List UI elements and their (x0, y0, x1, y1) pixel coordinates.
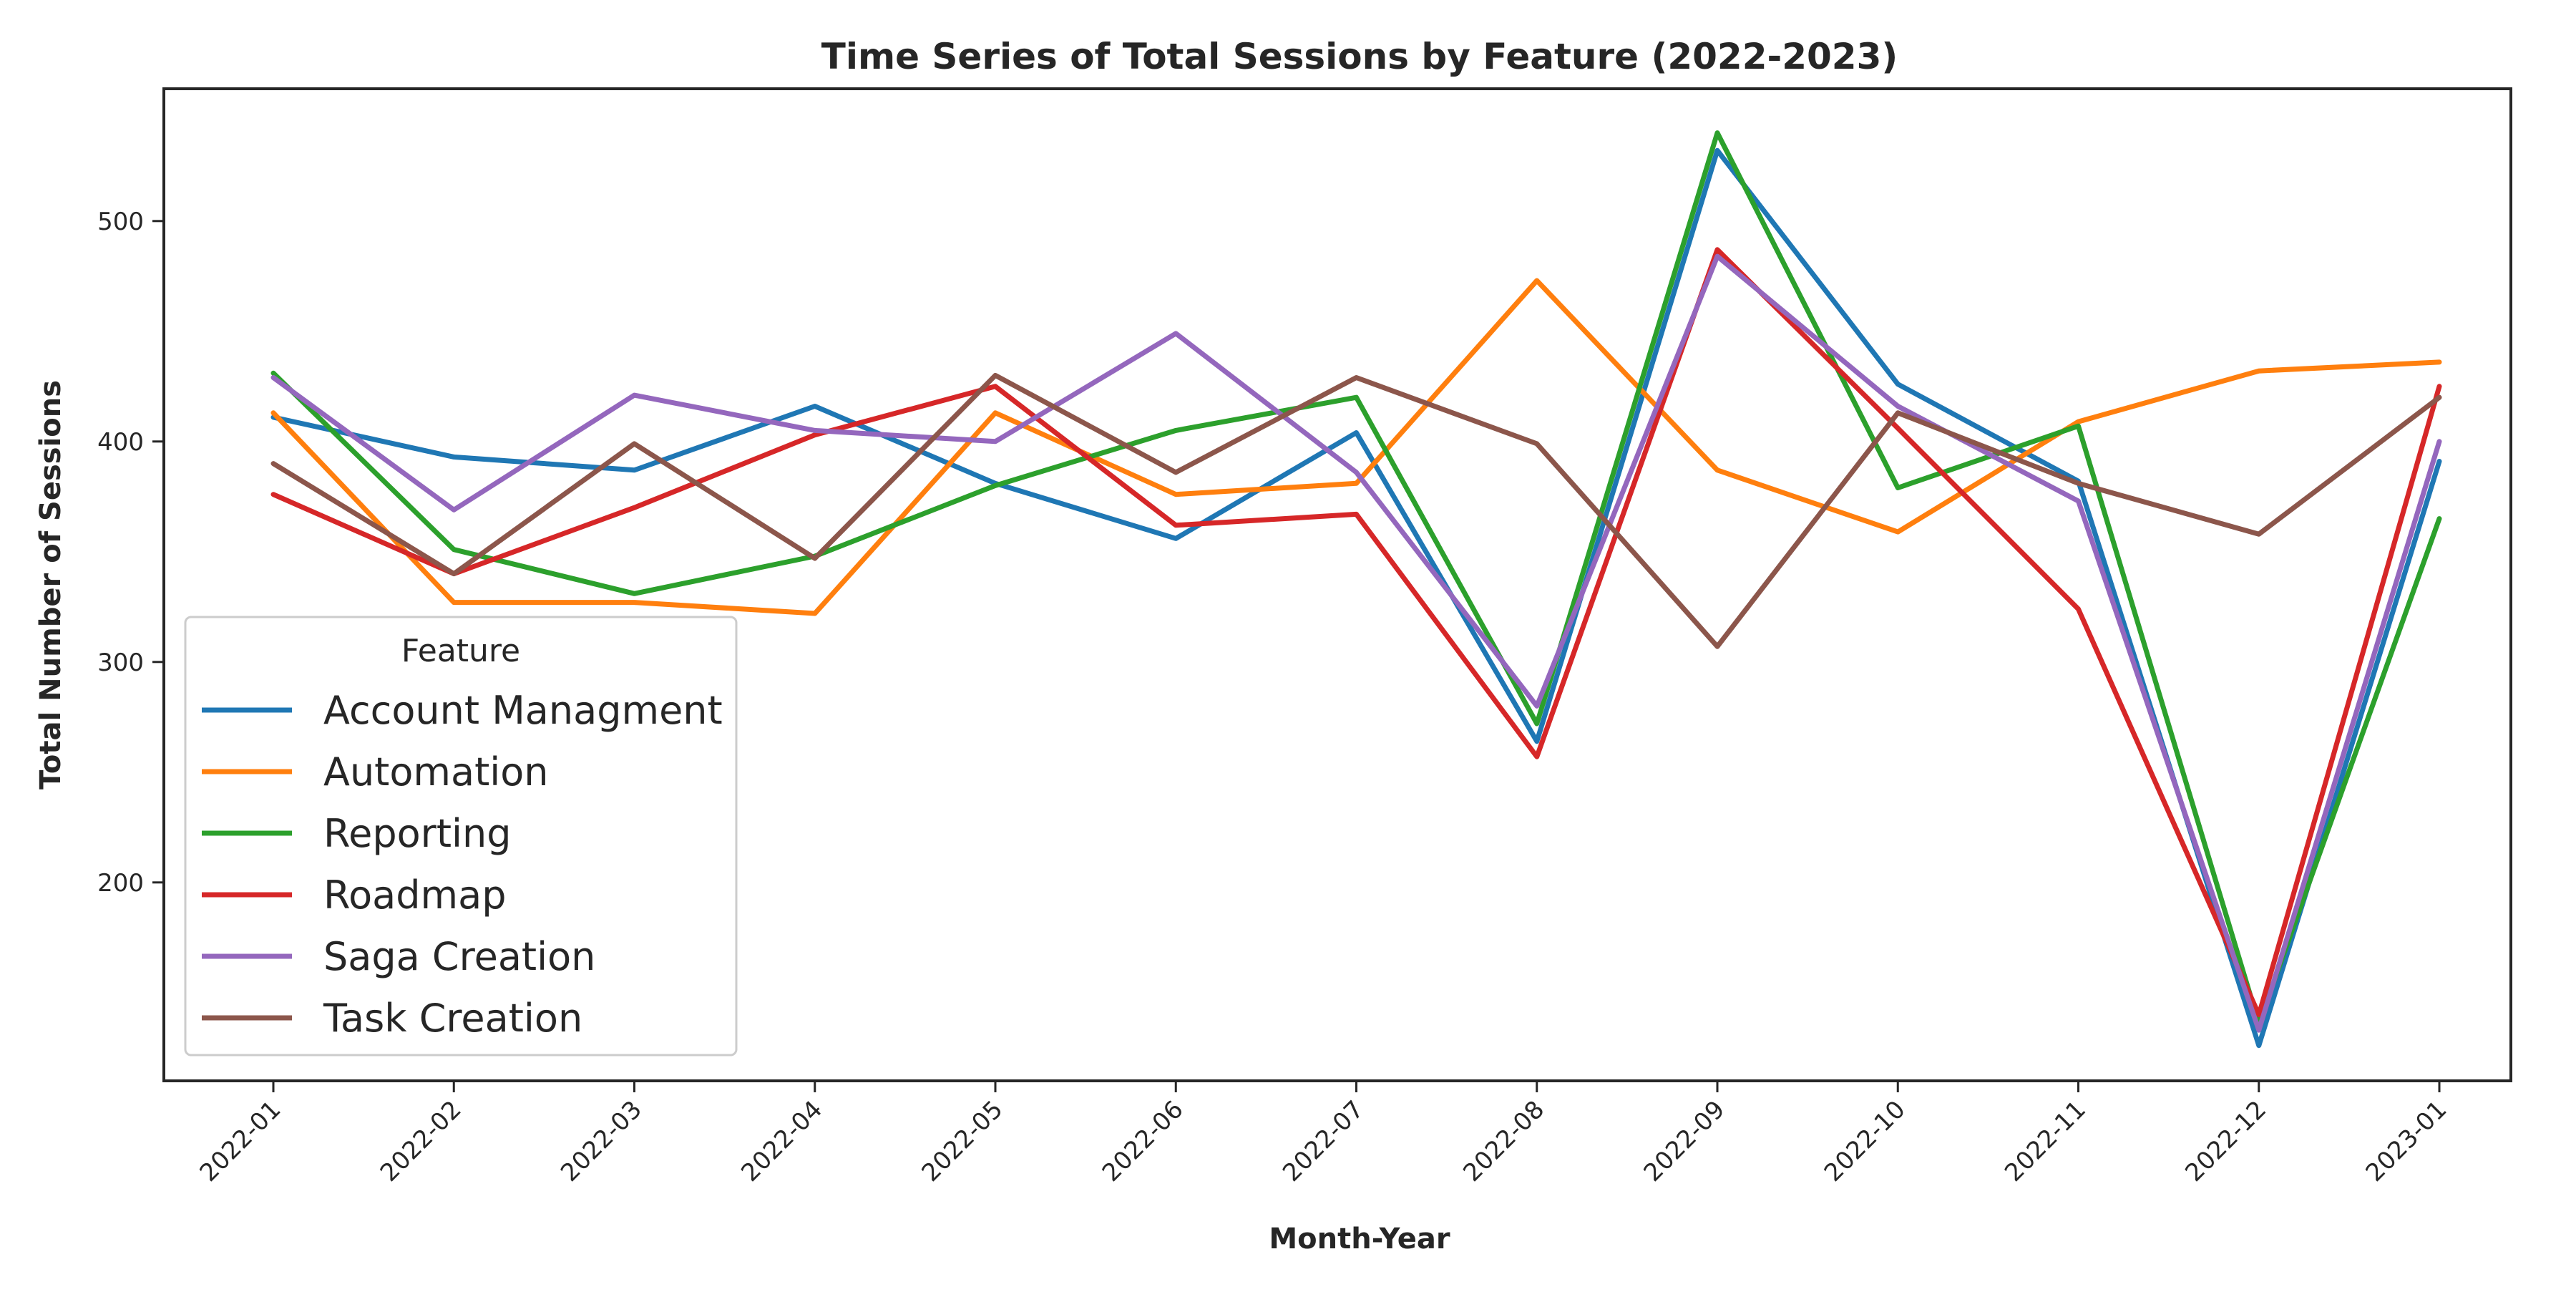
x-axis-label: Month-Year (1269, 1223, 1450, 1255)
legend-items: Account Managment Automation Reporting Road… (202, 688, 723, 1041)
legend-label: Automation (323, 749, 549, 795)
series-line (270, 278, 2442, 616)
y-axis: 200 300 400 500 (97, 208, 164, 898)
plot-frame (162, 87, 2512, 1082)
y-tick-label: 400 (97, 428, 144, 457)
legend-label: Task Creation (323, 996, 582, 1041)
series-line (270, 247, 2442, 1018)
legend-label: Reporting (323, 811, 512, 856)
legend-label: Account Managment (323, 688, 723, 733)
legend-box (184, 616, 738, 1057)
series-line (270, 253, 2442, 1033)
y-tick-label: 200 (97, 869, 144, 898)
y-tick-label: 300 (97, 649, 144, 677)
plot-area (270, 130, 2442, 1049)
chart-title: Time Series of Total Sessions by Feature… (821, 36, 1898, 77)
y-axis-label: Total Number of Sessions (34, 380, 67, 790)
legend-title: Feature (401, 633, 520, 669)
legend-label: Roadmap (323, 873, 506, 918)
legend: Feature Account Managment Automation Repor… (184, 616, 738, 1057)
legend-label: Saga Creation (323, 934, 595, 979)
series-line (270, 372, 2442, 649)
series-line (270, 130, 2442, 1026)
y-tick-label: 500 (97, 208, 144, 236)
